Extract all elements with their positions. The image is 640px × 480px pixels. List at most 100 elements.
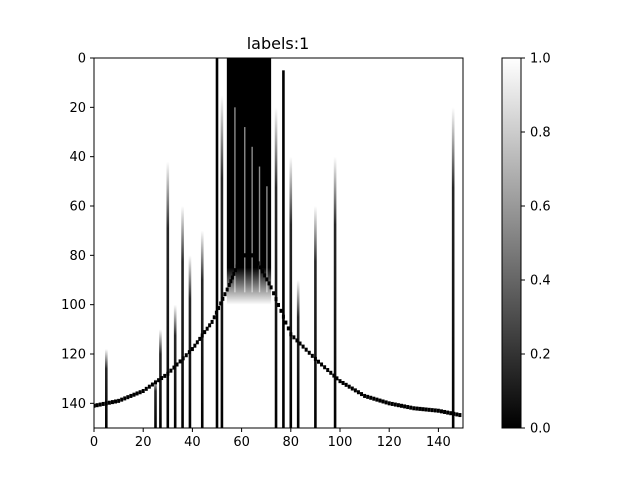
heatmap-curve-cell bbox=[235, 264, 239, 269]
colorbar-tick-label: 1.0 bbox=[530, 52, 551, 67]
heatmap-curve-cell bbox=[418, 406, 422, 411]
heatmap-curve-cell bbox=[265, 277, 269, 282]
heatmap-curve-cell bbox=[267, 281, 271, 286]
heatmap-vertical-streak bbox=[451, 107, 455, 428]
heatmap-curve-cell bbox=[390, 401, 394, 406]
heatmap-curve-cell bbox=[214, 310, 218, 315]
heatmap-core-striation bbox=[258, 166, 261, 293]
heatmap-curve-cell bbox=[132, 392, 136, 397]
heatmap-curve-cell bbox=[430, 408, 434, 413]
heatmap-curve-cell bbox=[126, 395, 130, 400]
heatmap-curve-cell bbox=[232, 271, 236, 276]
heatmap-curve-cell bbox=[427, 407, 431, 412]
heatmap-curve-cell bbox=[320, 362, 324, 367]
heatmap-curve-cell bbox=[279, 308, 283, 313]
heatmap-curve-cell bbox=[347, 384, 351, 389]
heatmap-vertical-streak bbox=[181, 206, 184, 428]
heatmap-curve-cell bbox=[205, 326, 209, 331]
heatmap-vertical-streak bbox=[166, 161, 170, 428]
heatmap-curve-cell bbox=[323, 365, 327, 370]
y-tick-label: 120 bbox=[61, 348, 86, 363]
heatmap-curve-cell bbox=[141, 389, 145, 393]
heatmap-curve-cell bbox=[439, 409, 443, 414]
heatmap-curve-cell bbox=[387, 401, 391, 406]
heatmap-curve-cell bbox=[424, 407, 428, 412]
heatmap-curve-cell bbox=[403, 404, 407, 409]
heatmap-curve-cell bbox=[250, 253, 254, 258]
heatmap-curve-cell bbox=[114, 399, 118, 404]
colorbar-tick-label: 0.8 bbox=[530, 126, 551, 141]
colorbar-tick-label: 0.6 bbox=[530, 200, 551, 215]
heatmap-curve-cell bbox=[178, 359, 182, 364]
heatmap-vertical-streak bbox=[333, 156, 337, 428]
heatmap-core-striation bbox=[234, 107, 236, 293]
colorbar-frame bbox=[501, 57, 522, 429]
heatmap-curve-cell bbox=[409, 405, 413, 410]
heatmap-curve-cell bbox=[449, 411, 453, 416]
plot-frame bbox=[93, 57, 464, 429]
heatmap-curve-cell bbox=[412, 406, 416, 411]
x-axis: 0 20 40 60 80 100 120 140 bbox=[90, 428, 451, 450]
heatmap-curve-cell bbox=[198, 336, 202, 341]
y-axis: 0 20 40 60 80 100 120 140 bbox=[61, 52, 94, 412]
heatmap-curve-cell bbox=[223, 292, 227, 297]
heatmap-curve-cell bbox=[129, 393, 133, 398]
colorbar-ticks: 0.0 0.2 0.4 0.6 0.8 1.0 bbox=[521, 52, 551, 437]
heatmap-curve-cell bbox=[263, 273, 267, 278]
heatmap-curve-cell bbox=[217, 306, 221, 311]
heatmap-curve-cell bbox=[238, 257, 242, 262]
heatmap-curve-cell bbox=[443, 409, 447, 414]
heatmap-curve-cell bbox=[157, 378, 161, 383]
heatmap-curve-cell bbox=[292, 335, 296, 340]
heatmap-curve-cell bbox=[363, 393, 367, 398]
heatmap-dark-core bbox=[226, 58, 272, 305]
heatmap-curve-cell bbox=[406, 405, 410, 410]
heatmap-curve-cell bbox=[187, 350, 191, 355]
heatmap-curve-cell bbox=[281, 314, 285, 319]
y-tick-label: 60 bbox=[69, 200, 86, 215]
heatmap-curve-cell bbox=[329, 370, 333, 375]
heatmap-curve-cell bbox=[295, 338, 299, 343]
heatmap-curve-cell bbox=[219, 301, 223, 306]
heatmap-curve-cell bbox=[400, 403, 403, 408]
chart-title: labels:1 bbox=[247, 34, 310, 53]
heatmap-curve-cell bbox=[353, 388, 357, 393]
heatmap-curve-cell bbox=[254, 257, 258, 262]
heatmap-curve-cell bbox=[421, 407, 425, 412]
heatmap-curve-cell bbox=[350, 386, 354, 391]
x-tick-label: 60 bbox=[233, 435, 250, 450]
heatmap-curve-cell bbox=[338, 379, 342, 384]
heatmap-core-striation bbox=[266, 186, 268, 293]
heatmap-curve-cell bbox=[286, 326, 290, 331]
heatmap-curve-cell bbox=[375, 397, 379, 402]
heatmap-core-striation bbox=[251, 146, 253, 293]
x-tick-label: 120 bbox=[377, 435, 402, 450]
x-tick-label: 140 bbox=[426, 435, 451, 450]
heatmap-curve-cell bbox=[269, 285, 273, 290]
heatmap-curve-cell bbox=[396, 403, 400, 408]
heatmap-curve-cell bbox=[144, 386, 148, 391]
heatmap-curve-cell bbox=[249, 253, 253, 258]
heatmap-curve-cell bbox=[138, 390, 142, 395]
heatmap-curve-cell bbox=[258, 265, 262, 270]
colorbar-tick-label: 0.4 bbox=[530, 274, 551, 289]
heatmap-curve-cell bbox=[452, 411, 456, 416]
colorbar: 0.0 0.2 0.4 0.6 0.8 1.0 bbox=[501, 52, 551, 437]
heatmap-curve-cell bbox=[369, 395, 373, 400]
heatmap-curve-cell bbox=[101, 401, 105, 406]
heatmap-vertical-streak bbox=[314, 206, 317, 428]
heatmap-curve-cell bbox=[163, 373, 167, 378]
heatmap-curve-cell bbox=[210, 319, 214, 324]
heatmap-image bbox=[94, 58, 462, 428]
heatmap-curve-cell bbox=[335, 376, 339, 381]
heatmap-curve-cell bbox=[316, 359, 320, 364]
heatmap-curve-cell bbox=[378, 398, 382, 403]
heatmap-curve-cell bbox=[304, 347, 308, 352]
colorbar-tick-label: 0.0 bbox=[530, 422, 551, 437]
heatmap-curve-cell bbox=[240, 253, 244, 258]
y-tick-label: 40 bbox=[69, 150, 86, 165]
heatmap-vertical-streak bbox=[289, 156, 293, 428]
heatmap-curve-cell bbox=[313, 356, 317, 361]
heatmap-curve-cell bbox=[195, 340, 199, 345]
heatmap-curve-cell bbox=[252, 253, 256, 258]
